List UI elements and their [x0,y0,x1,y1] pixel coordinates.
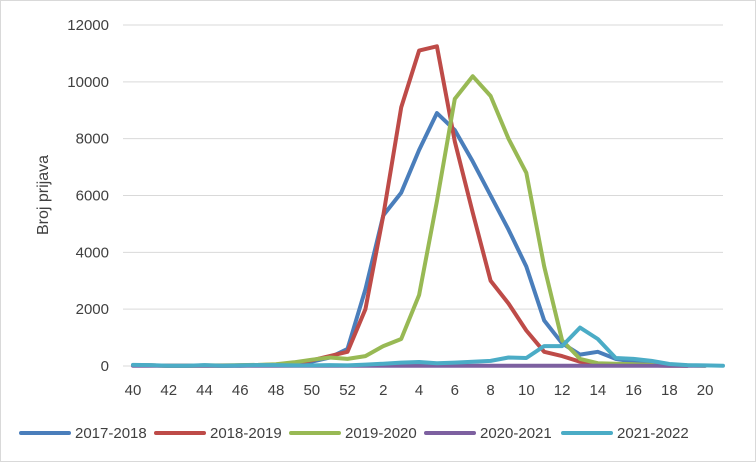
legend-label: 2021-2022 [617,425,689,442]
x-tick-label: 16 [625,382,642,399]
legend-label: 2019-2020 [345,425,417,442]
y-tick-label: 4000 [76,244,109,261]
x-tick-label: 42 [160,382,177,399]
series-line-2017-2018 [131,111,690,368]
legend-item: 2017-2018 [19,425,147,442]
legend-item: 2020-2021 [424,425,552,442]
series-lines [131,44,725,368]
legend-item: 2018-2019 [154,425,282,442]
x-tick-label: 40 [125,382,142,399]
x-tick-label: 48 [268,382,285,399]
y-tick-label: 0 [101,358,109,375]
legend-label: 2017-2018 [75,425,147,442]
x-tick-label: 52 [339,382,356,399]
x-tick-label: 6 [451,382,459,399]
y-tick-label: 2000 [76,301,109,318]
y-axis-title: Broj prijava [35,155,52,235]
series-line-2021-2022 [131,325,725,368]
x-tick-label: 2 [379,382,387,399]
x-tick-label: 46 [232,382,249,399]
x-tick-label: 20 [697,382,714,399]
x-tick-label: 50 [303,382,320,399]
legend: 2017-2018 2018-2019 2019-2020 2020-2021 2021… [19,425,689,442]
x-tick-label: 4 [415,382,423,399]
y-tick-label: 6000 [76,188,109,205]
gridlines [123,24,723,367]
x-tick-label: 18 [661,382,678,399]
x-tick-label: 8 [486,382,494,399]
x-tick-labels: 40 42 44 46 48 50 52 2 4 6 8 10 12 14 16 18 20 [125,382,714,399]
y-tick-label: 10000 [67,74,109,91]
legend-item: 2021-2022 [561,425,689,442]
x-tick-label: 10 [518,382,535,399]
y-tick-label: 8000 [76,131,109,148]
legend-label: 2018-2019 [210,425,282,442]
legend-item: 2019-2020 [289,425,417,442]
y-tick-labels: 0 2000 4000 6000 8000 10000 12000 [67,17,109,375]
x-tick-label: 44 [196,382,213,399]
legend-label: 2020-2021 [480,425,552,442]
series-line-2019-2020 [131,74,708,368]
x-tick-label: 14 [590,382,607,399]
y-tick-label: 12000 [67,17,109,34]
x-tick-label: 12 [554,382,571,399]
